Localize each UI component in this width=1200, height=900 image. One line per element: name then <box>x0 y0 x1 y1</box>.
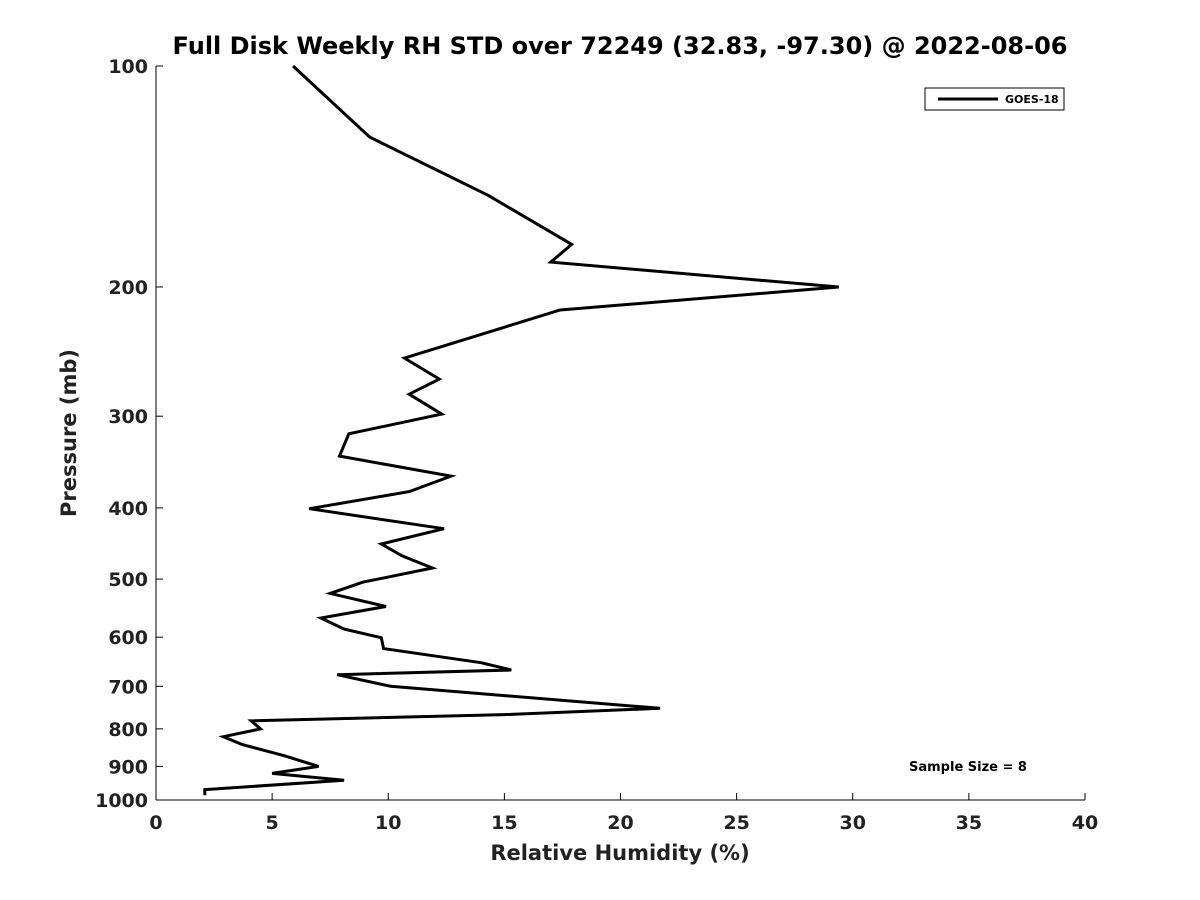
y-axis-ticks: 100 200 300 400 500 600 700 800 900 1000 <box>95 56 163 812</box>
x-axis-label: Relative Humidity (%) <box>490 841 749 865</box>
y-tick-label: 600 <box>108 627 148 649</box>
y-tick-label: 500 <box>108 569 148 591</box>
x-tick-label: 15 <box>491 812 517 834</box>
series-line-goes-18 <box>203 64 839 796</box>
y-tick-label: 100 <box>108 56 148 78</box>
y-tick-label: 400 <box>108 498 148 520</box>
y-axis-label: Pressure (mb) <box>57 349 81 517</box>
y-tick-label: 700 <box>108 676 148 698</box>
x-tick-label: 10 <box>375 812 401 834</box>
y-tick-label: 1000 <box>95 790 148 812</box>
y-tick-label: 900 <box>108 756 148 778</box>
x-axis-ticks: 0 5 10 15 20 25 30 35 40 <box>149 793 1098 834</box>
x-tick-label: 30 <box>840 812 866 834</box>
x-tick-label: 5 <box>266 812 279 834</box>
series-group <box>203 64 839 796</box>
legend: GOES-18 <box>924 87 1065 111</box>
y-tick-label: 200 <box>108 277 148 299</box>
sample-size-annotation: Sample Size = 8 <box>909 760 1027 775</box>
x-tick-label: 35 <box>956 812 982 834</box>
chart-title: Full Disk Weekly RH STD over 72249 (32.8… <box>173 32 1068 60</box>
x-tick-label: 40 <box>1072 812 1098 834</box>
x-tick-label: 20 <box>607 812 633 834</box>
y-tick-label: 300 <box>108 406 148 428</box>
x-tick-label: 25 <box>723 812 749 834</box>
legend-label: GOES-18 <box>1005 93 1059 106</box>
x-tick-label: 0 <box>149 812 162 834</box>
y-tick-label: 800 <box>108 719 148 741</box>
